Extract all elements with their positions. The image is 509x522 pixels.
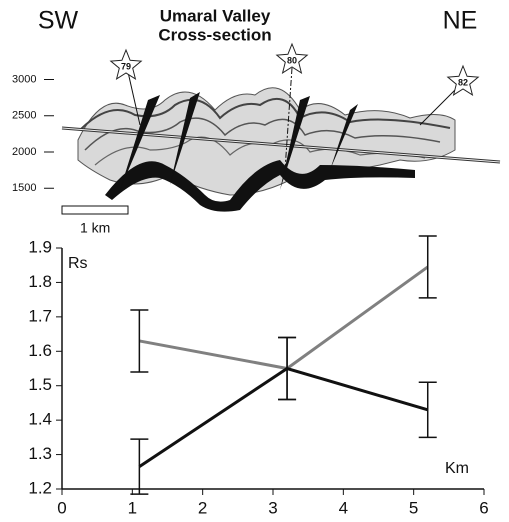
depth-tick-label: 1500 xyxy=(12,182,36,194)
y-tick-label: 1.3 xyxy=(28,444,52,463)
chart: 1.2 1.3 1.4 1.5 1.6 1.7 1.8 1.9 0 1 2 3 4 5 6 Rs Km xyxy=(28,235,489,517)
y-tick-label: 1.6 xyxy=(28,341,52,360)
star xyxy=(446,64,480,96)
error-bar xyxy=(418,235,437,299)
y-tick-label: 1.8 xyxy=(28,272,52,291)
depth-tick-label: 3000 xyxy=(12,73,36,85)
star-label: 80 xyxy=(287,55,297,65)
error-bar xyxy=(278,336,297,401)
error-bar xyxy=(130,309,149,373)
y-tick-label: 1.9 xyxy=(28,237,52,256)
error-bar xyxy=(130,438,149,495)
star xyxy=(109,48,143,80)
ne-label: NE xyxy=(443,7,478,35)
y-axis-label: Rs xyxy=(68,255,88,272)
x-tick-label: 0 xyxy=(57,498,66,517)
depth-tick-label: 2000 xyxy=(12,146,36,158)
depth-tick-label: 2500 xyxy=(12,110,36,122)
star xyxy=(275,42,309,74)
x-tick-label: 1 xyxy=(128,498,137,517)
y-tick-label: 1.2 xyxy=(28,478,52,497)
x-tick-label: 6 xyxy=(479,498,488,517)
section-title: Cross-section xyxy=(158,25,271,44)
stars: 79 80 82 xyxy=(109,42,480,96)
star-label: 79 xyxy=(121,61,131,71)
x-tick-label: 2 xyxy=(198,498,207,517)
x-tick-label: 3 xyxy=(268,498,277,517)
depth-axis: 3000 2500 2000 1500 xyxy=(12,73,54,194)
x-axis-label: Km xyxy=(445,460,469,477)
y-tick-label: 1.5 xyxy=(28,375,52,394)
sw-label: SW xyxy=(38,7,79,35)
star-label: 82 xyxy=(458,77,468,87)
cross-section-drawing xyxy=(61,67,501,212)
section-title: Umaral Valley xyxy=(160,6,271,25)
scale-bar xyxy=(61,205,129,215)
error-bar xyxy=(418,381,437,439)
x-tick-label: 5 xyxy=(409,498,418,517)
y-tick-label: 1.4 xyxy=(28,410,52,429)
scale-label: 1 km xyxy=(80,220,110,236)
x-tick-label: 4 xyxy=(339,498,348,517)
y-tick-label: 1.7 xyxy=(28,306,52,325)
